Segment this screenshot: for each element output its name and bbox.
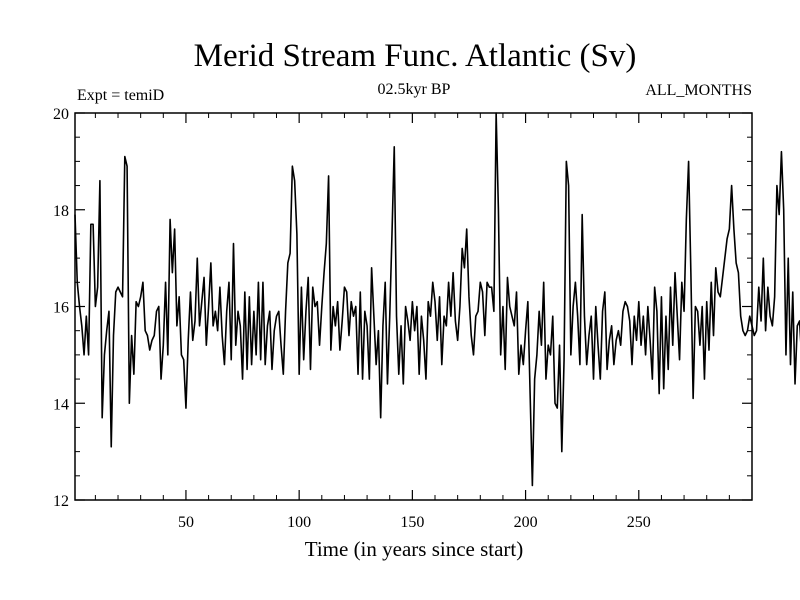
chart-title: Merid Stream Func. Atlantic (Sv) <box>194 38 637 74</box>
y-tick-label: 14 <box>53 396 69 413</box>
x-axis-title: Time (in years since start) <box>305 537 524 561</box>
y-tick-label: 20 <box>53 106 69 123</box>
y-tick-label: 16 <box>53 300 69 317</box>
x-tick-label: 200 <box>514 514 538 531</box>
period-label: 02.5kyr BP <box>378 81 451 98</box>
experiment-label: Expt = temiD <box>77 87 164 104</box>
y-tick-label: 18 <box>53 203 69 220</box>
x-tick-label: 250 <box>627 514 651 531</box>
x-tick-label: 50 <box>178 514 194 531</box>
y-axis: 12 14 16 18 20 <box>53 106 752 510</box>
data-series-line <box>74 112 800 487</box>
x-axis: 50 100 150 200 250 <box>94 113 730 531</box>
months-label: ALL_MONTHS <box>645 82 752 99</box>
x-tick-label: 100 <box>287 514 311 531</box>
x-tick-label: 150 <box>400 514 424 531</box>
y-tick-label: 12 <box>53 493 69 510</box>
